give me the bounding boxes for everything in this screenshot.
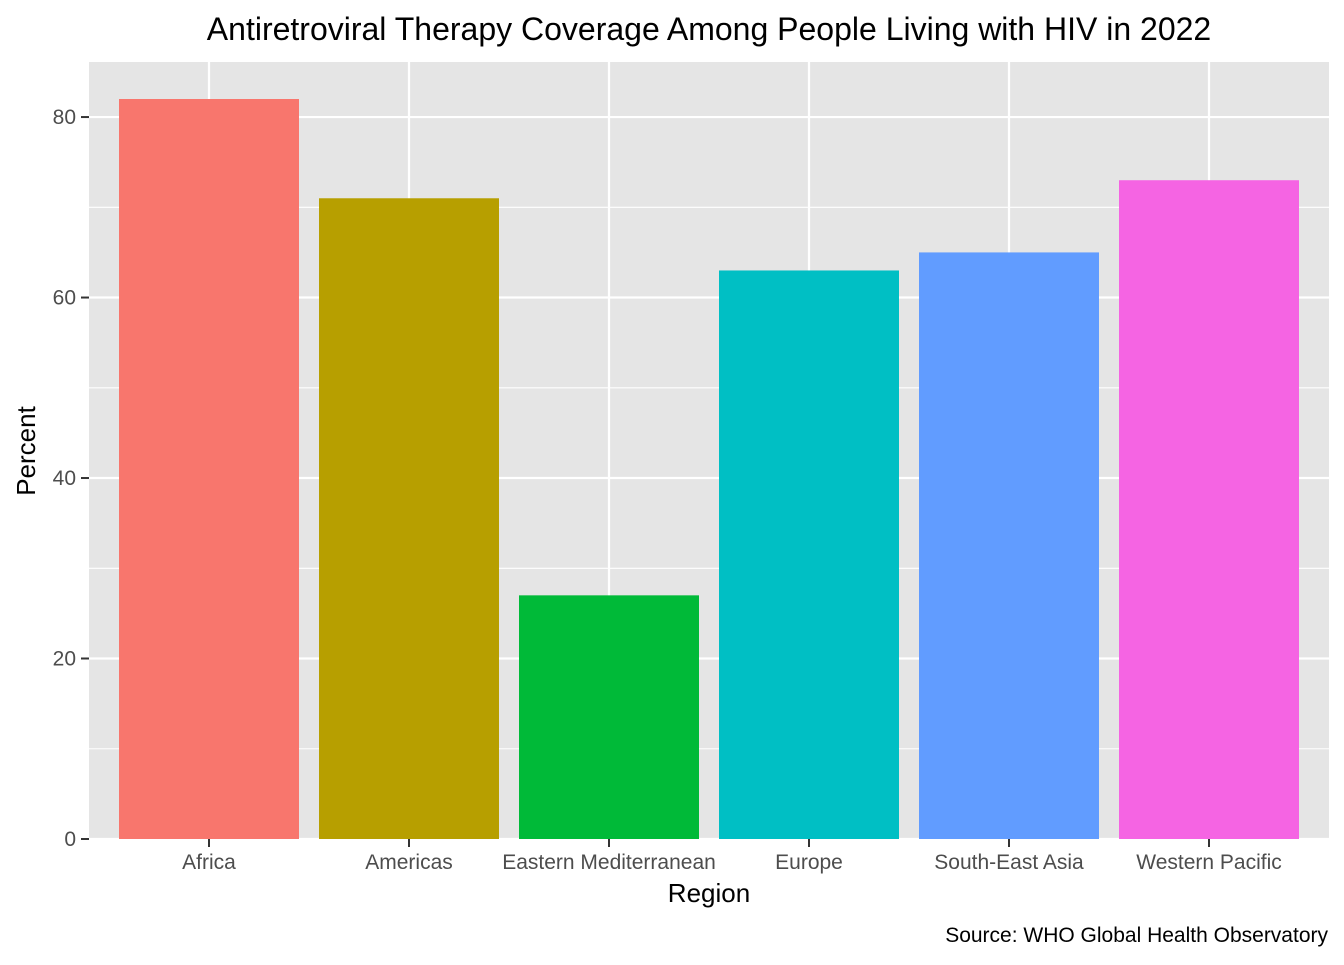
bar [1119,180,1299,840]
x-axis-title: Region [668,878,750,908]
x-tick-label: South-East Asia [934,851,1084,874]
chart-title: Antiretroviral Therapy Coverage Among Pe… [207,11,1211,47]
bars [119,99,1299,840]
y-tick-label: 80 [53,106,76,129]
bar [719,270,899,840]
x-tick-label: Eastern Mediterranean [502,851,716,874]
chart-caption: Source: WHO Global Health Observatory [945,924,1328,947]
y-axis-title: Percent [11,405,41,495]
bar [519,595,699,839]
y-axis: 0 20 40 60 80 [53,106,89,851]
y-tick-label: 40 [53,467,76,490]
x-tick-label: Europe [775,851,843,874]
bar [119,99,299,839]
bar [919,252,1099,840]
x-tick-label: Western Pacific [1136,851,1282,874]
x-tick-label: Africa [182,851,236,874]
y-tick-label: 0 [64,828,76,851]
x-tick-label: Americas [365,851,453,874]
y-tick-label: 60 [53,287,76,310]
y-tick-label: 20 [53,648,76,671]
bar [319,198,499,839]
x-axis: Africa Americas Eastern Mediterranean Europ… [182,839,1282,874]
